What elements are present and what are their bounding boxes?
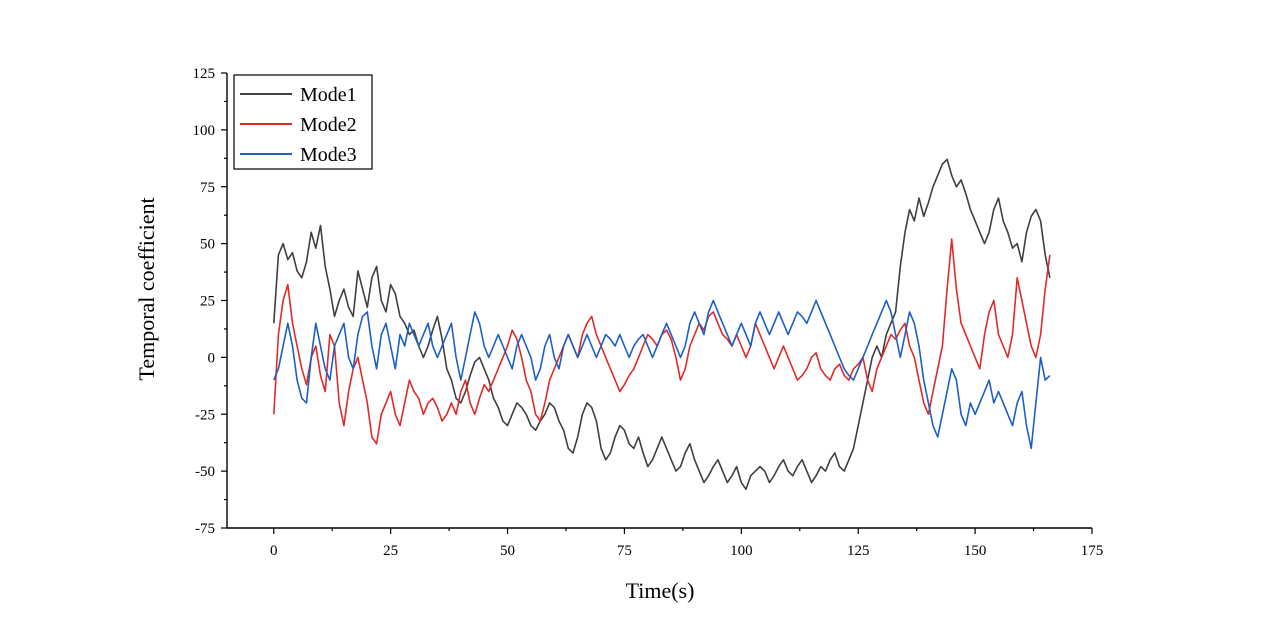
y-tick-label: -75 [195, 521, 215, 537]
legend-items: Mode1 Mode2 Mode3 [240, 84, 357, 166]
y-tick-label: 25 [200, 294, 215, 310]
x-tick-label: 75 [617, 543, 632, 559]
y-tick-label: 125 [193, 66, 216, 82]
y-tick-label: -25 [195, 407, 215, 423]
x-tick-label: 175 [1081, 543, 1104, 559]
x-tick-label: 100 [730, 543, 753, 559]
y-tick-label: 0 [208, 350, 216, 366]
y-tick-label: -50 [195, 464, 215, 480]
legend: Mode1 Mode2 Mode3 [233, 74, 373, 170]
y-ticks: -75 -50 -25 0 25 50 75 100 125 [193, 66, 227, 537]
series-group [273, 158, 1051, 491]
x-tick-label: 25 [383, 543, 398, 559]
y-axis-title: Temporal coefficient [134, 197, 159, 380]
x-tick-label: 50 [500, 543, 515, 559]
y-tick-label: 50 [200, 237, 215, 253]
legend-label-mode1: Mode1 [300, 84, 357, 106]
x-tick-label: 125 [847, 543, 870, 559]
x-axis-title: Time(s) [626, 578, 695, 603]
x-tick-label: 0 [270, 543, 278, 559]
series-line-mode3 [273, 299, 1051, 450]
series-line-mode1 [273, 158, 1051, 491]
y-tick-label: 100 [193, 123, 216, 139]
legend-label-mode3: Mode3 [300, 144, 357, 166]
legend-label-mode2: Mode2 [300, 114, 357, 136]
y-tick-label: 75 [200, 180, 215, 196]
x-tick-label: 150 [964, 543, 987, 559]
x-ticks: 0 25 50 75 100 125 150 175 [270, 528, 1103, 559]
